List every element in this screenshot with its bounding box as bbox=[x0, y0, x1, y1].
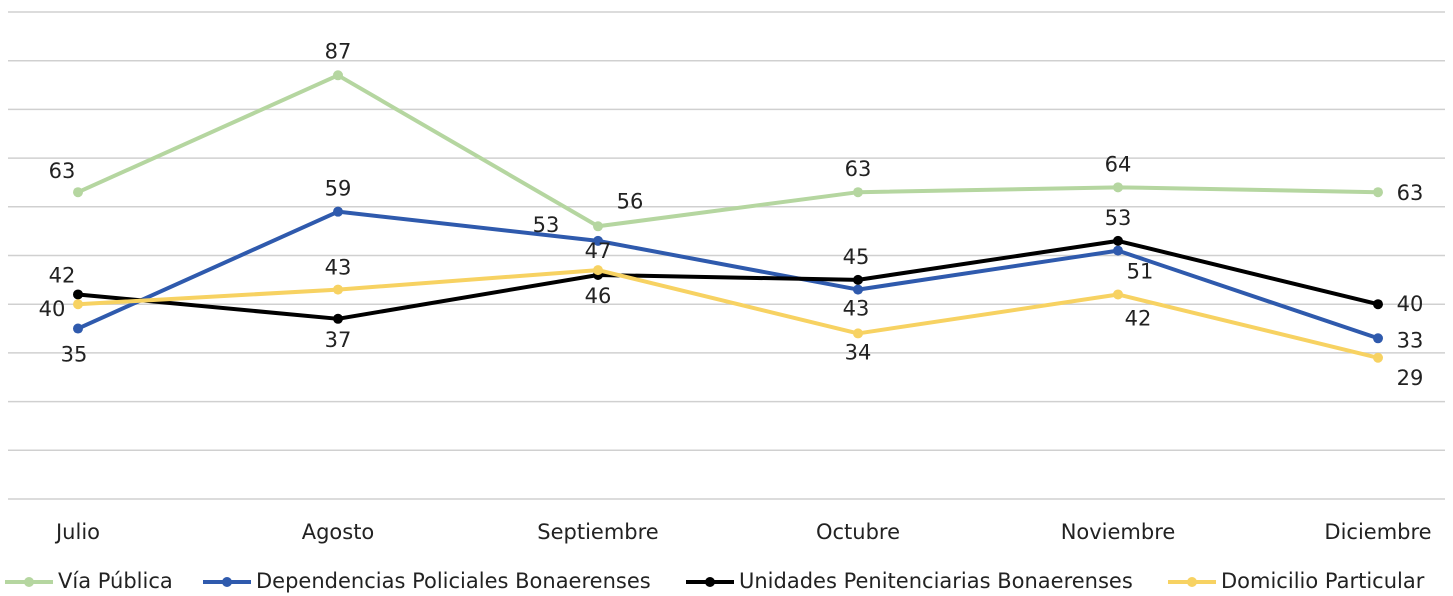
legend-label: Domicilio Particular bbox=[1221, 569, 1425, 593]
data-label: 29 bbox=[1397, 366, 1424, 390]
data-label: 63 bbox=[1397, 181, 1424, 205]
point bbox=[1113, 182, 1123, 193]
legend-marker bbox=[705, 577, 715, 587]
point bbox=[73, 299, 83, 310]
legend-marker bbox=[222, 577, 232, 587]
point bbox=[333, 313, 343, 324]
data-label: 40 bbox=[1397, 292, 1424, 316]
legend-label: Unidades Penitenciarias Bonaerenses bbox=[739, 569, 1133, 593]
legend-marker bbox=[1187, 577, 1197, 587]
data-label: 40 bbox=[39, 297, 66, 321]
point bbox=[333, 284, 343, 295]
point bbox=[593, 221, 603, 232]
data-label: 37 bbox=[325, 328, 352, 352]
data-label: 47 bbox=[585, 239, 612, 263]
data-label: 87 bbox=[325, 39, 352, 63]
x-tick-label: Noviembre bbox=[1061, 520, 1176, 544]
line bbox=[77, 73, 1379, 229]
line bbox=[77, 238, 1379, 321]
data-label: 46 bbox=[585, 284, 612, 308]
x-tick-label: Agosto bbox=[302, 520, 375, 544]
point bbox=[1113, 235, 1123, 246]
point bbox=[1373, 352, 1383, 363]
x-tick-label: Julio bbox=[54, 520, 100, 544]
point bbox=[1373, 333, 1383, 344]
point bbox=[1113, 245, 1123, 256]
point bbox=[593, 235, 603, 246]
data-label: 53 bbox=[1105, 206, 1132, 230]
data-label: 63 bbox=[49, 159, 76, 183]
point bbox=[853, 328, 863, 339]
point bbox=[73, 323, 83, 334]
data-label: 33 bbox=[1397, 328, 1424, 352]
point bbox=[1373, 187, 1383, 198]
legend-label: Vía Pública bbox=[58, 569, 173, 593]
legend-label: Dependencias Policiales Bonaerenses bbox=[256, 569, 651, 593]
data-label: 34 bbox=[845, 340, 872, 364]
point bbox=[333, 70, 343, 81]
point bbox=[853, 187, 863, 198]
point bbox=[73, 289, 83, 300]
point bbox=[1113, 289, 1123, 300]
x-tick-label: Septiembre bbox=[537, 520, 658, 544]
point bbox=[853, 274, 863, 285]
legend-marker bbox=[24, 577, 34, 587]
point bbox=[333, 206, 343, 217]
point bbox=[593, 265, 603, 276]
x-tick-label: Diciembre bbox=[1324, 520, 1431, 544]
point bbox=[73, 187, 83, 198]
data-label: 43 bbox=[325, 256, 352, 280]
point bbox=[853, 284, 863, 295]
data-label: 59 bbox=[325, 177, 352, 201]
data-label: 45 bbox=[843, 245, 870, 269]
data-label: 56 bbox=[617, 189, 644, 213]
x-tick-label: Octubre bbox=[816, 520, 900, 544]
data-label: 51 bbox=[1127, 260, 1154, 284]
data-label: 42 bbox=[49, 263, 76, 287]
data-label: 35 bbox=[61, 343, 88, 367]
data-label: 64 bbox=[1105, 152, 1132, 176]
point bbox=[1373, 299, 1383, 310]
data-label: 42 bbox=[1125, 306, 1152, 330]
line bbox=[77, 209, 1379, 341]
data-label: 43 bbox=[843, 297, 870, 321]
data-label: 63 bbox=[845, 157, 872, 181]
line bbox=[77, 268, 1379, 360]
data-label: 53 bbox=[533, 213, 560, 237]
